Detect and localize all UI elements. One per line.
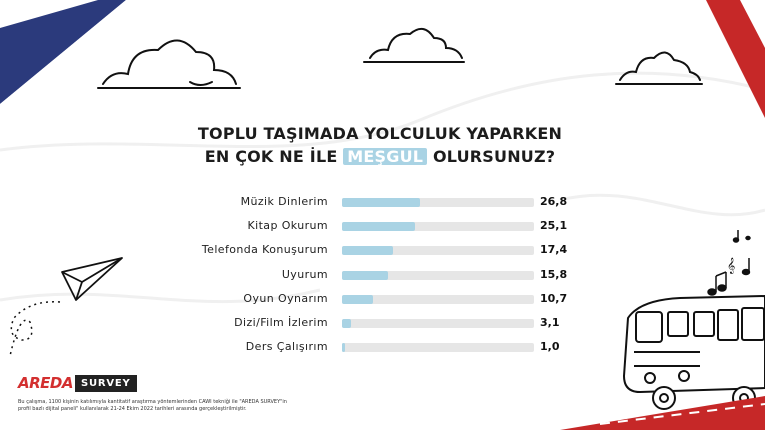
value-label: 25,1: [540, 219, 568, 233]
svg-text:𝄞: 𝄞: [727, 258, 735, 274]
bar-track: [342, 198, 534, 207]
cloud-icon: [615, 51, 703, 85]
title-line-2-end: OLURSUNUZ?: [432, 147, 556, 166]
chart-title: TOPLU TAŞIMADA YOLCULUK YAPARKEN EN ÇOK …: [160, 122, 600, 168]
category-label: Kitap Okurum: [247, 219, 328, 233]
bar: [342, 270, 388, 280]
paper-plane-icon: [61, 257, 123, 301]
bar: [342, 198, 420, 207]
bar-track: [342, 343, 534, 353]
bar-track: [342, 222, 534, 232]
title-line-1: TOPLU TAŞIMADA YOLCULUK YAPARKEN: [197, 124, 563, 143]
bar-track: [342, 294, 534, 304]
bar: [342, 343, 345, 353]
title-line-2-start: EN ÇOK NE İLE: [204, 147, 338, 166]
value-label: 10,7: [540, 291, 568, 305]
bar: [342, 319, 352, 328]
logo-brand: AREDA: [18, 374, 73, 392]
value-label: 26,8: [540, 195, 568, 208]
road: [560, 396, 765, 430]
cloud-icon: [363, 27, 465, 63]
bus-icon: [623, 295, 765, 410]
category-label: Ders Çalışırım: [245, 340, 328, 354]
category-label: Dizi/Film İzlerim: [234, 316, 328, 329]
value-label: 3,1: [540, 316, 560, 329]
cloud-icon: [97, 39, 241, 89]
areda-survey-logo: AREDA SURVEY: [18, 373, 137, 393]
category-label: Müzik Dinlerim: [240, 195, 328, 208]
bar-track: [342, 246, 534, 256]
methodology-footnote: Bu çalışma, 1100 kişinin katılımıyla kan…: [18, 399, 287, 412]
bar: [342, 294, 374, 304]
category-label: Telefonda Konuşurum: [201, 243, 328, 257]
value-label: 1,0: [540, 340, 560, 354]
right-stripe: [706, 0, 765, 118]
logo-tag: SURVEY: [74, 374, 137, 392]
title-line-2: EN ÇOK NE İLE MEŞGUL OLURSUNUZ?: [160, 145, 600, 168]
plane-trail: [9, 301, 61, 357]
value-label: 15,8: [540, 267, 568, 281]
category-label: Uyurum: [281, 267, 328, 281]
bar: [342, 222, 416, 232]
music-notes-icon: 𝄞: [707, 230, 751, 296]
title-highlight: MEŞGUL: [343, 148, 428, 165]
value-label: 17,4: [540, 243, 568, 257]
bar-track: [342, 270, 534, 280]
bar-track: [342, 319, 534, 328]
bar: [342, 246, 393, 256]
category-label: Oyun Oynarım: [243, 291, 328, 305]
